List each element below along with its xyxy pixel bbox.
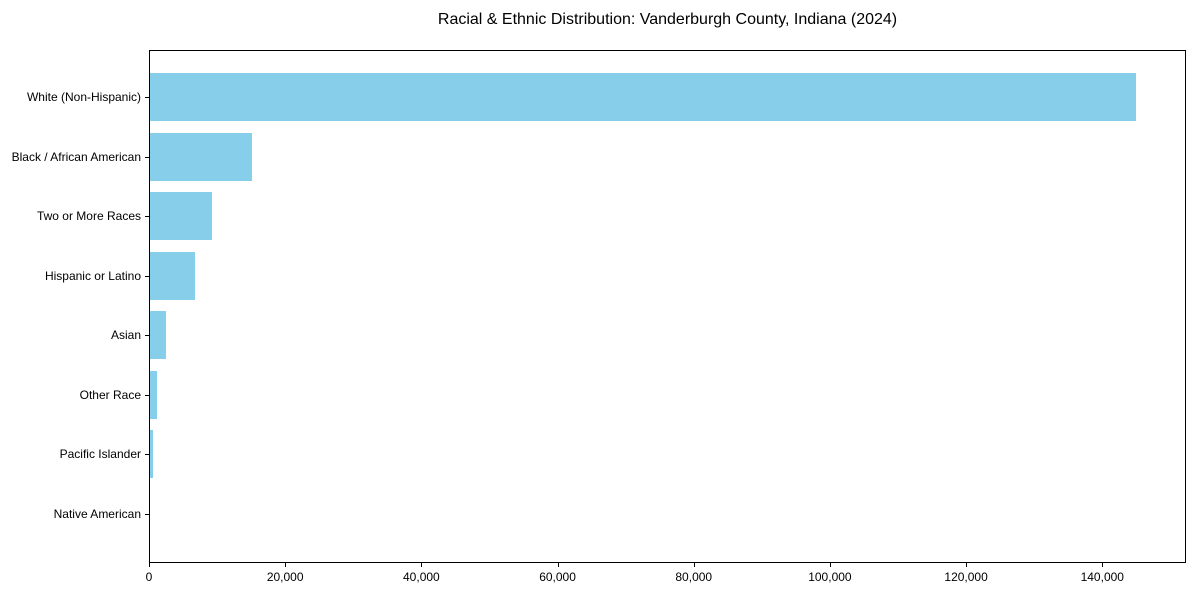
x-axis-tick	[149, 563, 150, 567]
y-tick-label-asian: Asian	[110, 328, 141, 343]
y-axis-tick	[145, 394, 149, 396]
x-tick-label: 40,000	[403, 570, 440, 584]
y-tick-label-white-non-hispanic: White (Non-Hispanic)	[26, 90, 141, 105]
y-tick-label-other-race: Other Race	[79, 387, 141, 402]
y-tick-label-native-american: Native American	[53, 506, 141, 521]
x-axis-tick	[966, 563, 968, 567]
x-tick-label: 80,000	[675, 570, 713, 584]
bar-other-race	[150, 370, 158, 419]
bar-hispanic-or-latino	[150, 251, 195, 300]
x-axis-tick	[1102, 563, 1104, 567]
x-axis-tick	[829, 563, 831, 567]
x-axis-tick	[421, 563, 423, 567]
y-tick-label-pacific-islander: Pacific Islander	[59, 447, 141, 462]
y-axis-tick	[145, 454, 149, 456]
plot-area	[149, 50, 1186, 563]
bar-black-african-american	[150, 132, 253, 181]
y-tick-label-hispanic-or-latino: Hispanic or Latino	[44, 268, 141, 283]
x-tick-label: 20,000	[266, 570, 304, 584]
x-tick-label: 100,000	[808, 570, 852, 584]
x-tick-label: 0	[145, 570, 153, 584]
bar-white-non-hispanic	[150, 73, 1136, 122]
x-tick-label: 60,000	[539, 570, 576, 584]
y-axis-tick	[145, 156, 149, 158]
chart-title: Racial & Ethnic Distribution: Vanderburg…	[437, 11, 898, 28]
y-axis-tick	[145, 335, 149, 337]
y-axis-tick	[145, 513, 149, 515]
x-axis-tick	[557, 563, 559, 567]
bar-asian	[150, 311, 166, 360]
bar-pacific-islander	[150, 430, 154, 479]
y-axis-tick	[145, 97, 149, 99]
y-axis-tick	[145, 275, 149, 277]
x-axis-tick	[285, 563, 287, 567]
x-axis-tick	[693, 563, 695, 567]
y-axis-tick	[145, 216, 149, 218]
bar-two-or-more-races	[150, 192, 213, 241]
x-tick-label: 120,000	[944, 570, 988, 584]
x-tick-label: 140,000	[1080, 570, 1124, 584]
y-tick-label-two-or-more-races: Two or More Races	[36, 209, 141, 224]
y-tick-label-black-african-american: Black / African American	[11, 149, 141, 164]
